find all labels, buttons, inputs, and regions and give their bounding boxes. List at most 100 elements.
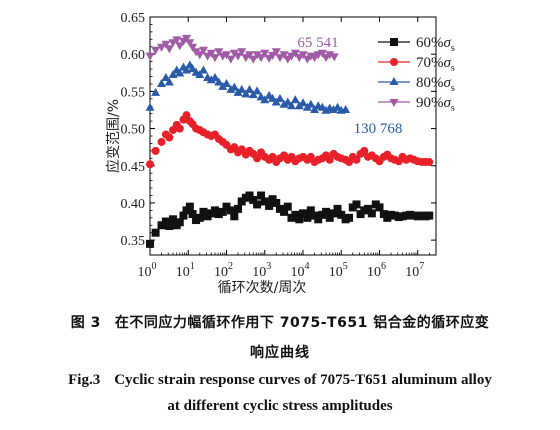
- data-point: [367, 209, 376, 218]
- data-point: [249, 195, 258, 204]
- data-point: [272, 198, 281, 207]
- legend-label: 60%σs: [416, 35, 455, 54]
- data-point: [145, 102, 155, 111]
- data-point: [234, 204, 243, 213]
- data-point: [352, 155, 361, 164]
- data-point: [279, 51, 289, 60]
- data-point: [210, 72, 220, 81]
- caption-en-line-1: Fig.3 Cyclic strain response curves of 70…: [0, 372, 560, 389]
- data-point: [290, 95, 300, 104]
- data-point: [161, 217, 170, 226]
- data-point: [360, 146, 369, 155]
- caption-en-label: Fig.3: [68, 372, 101, 388]
- legend-marker: [389, 77, 399, 85]
- data-point: [329, 209, 338, 218]
- data-point: [286, 101, 296, 110]
- data-point: [303, 213, 312, 222]
- data-point: [230, 212, 239, 221]
- data-point: [325, 213, 334, 222]
- caption-en-text-1: Cyclic strain response curves of 7075-T6…: [114, 372, 492, 388]
- data-point: [337, 210, 346, 219]
- series-4: [145, 34, 339, 64]
- data-point: [161, 72, 171, 81]
- data-point: [253, 154, 262, 163]
- data-point: [146, 160, 154, 169]
- data-point: [280, 207, 289, 216]
- data-point: [175, 42, 185, 51]
- data-point: [181, 34, 191, 43]
- data-point: [151, 146, 160, 155]
- data-point: [157, 221, 166, 230]
- annotation-65541: 65 541: [297, 35, 338, 51]
- data-point: [352, 200, 361, 209]
- data-point: [218, 207, 227, 216]
- data-point: [306, 206, 315, 215]
- data-point: [151, 228, 160, 237]
- data-point: [290, 49, 300, 58]
- caption-cn-label: 图 3: [70, 315, 101, 331]
- data-point: [275, 54, 285, 63]
- data-point: [169, 215, 178, 224]
- data-point: [151, 46, 161, 55]
- data-point: [188, 43, 198, 52]
- x-tick-label: 103: [252, 261, 271, 280]
- data-point: [252, 86, 262, 95]
- y-tick-label: 0.50: [121, 123, 146, 138]
- y-tick-label: 0.40: [121, 197, 146, 212]
- caption-cn-line-1: 图 3 在不同应力幅循环作用下 7075-T651 铝合金的循环应变: [0, 312, 560, 332]
- caption-en-line-2: at different cyclic stress amplitudes: [167, 398, 393, 414]
- x-axis-label: 循环次数/周次: [218, 280, 307, 296]
- data-point: [291, 210, 300, 219]
- data-point: [333, 204, 342, 213]
- data-point: [325, 155, 334, 164]
- data-point: [241, 89, 251, 98]
- data-point: [229, 82, 239, 91]
- data-point: [206, 49, 216, 58]
- data-point: [164, 77, 174, 86]
- legend-marker: [390, 38, 398, 46]
- data-point: [413, 212, 422, 221]
- data-point: [198, 65, 208, 74]
- x-tick-label: 104: [291, 261, 310, 280]
- data-point: [179, 211, 188, 220]
- data-point: [151, 87, 161, 96]
- x-tick-label: 102: [214, 261, 233, 280]
- data-point: [164, 45, 174, 54]
- data-point: [279, 99, 289, 108]
- data-point: [226, 55, 236, 64]
- data-point: [275, 204, 284, 213]
- data-point: [146, 239, 154, 248]
- data-point: [253, 200, 262, 209]
- data-point: [322, 207, 331, 216]
- data-point: [298, 98, 308, 107]
- data-point: [226, 206, 235, 215]
- legend-marker: [390, 58, 398, 66]
- data-point: [222, 51, 232, 60]
- y-tick-label: 0.35: [121, 234, 146, 249]
- data-point: [185, 39, 195, 48]
- y-tick-label: 0.65: [121, 11, 146, 26]
- data-point: [283, 202, 292, 211]
- data-point: [257, 191, 266, 200]
- data-point: [214, 48, 224, 57]
- data-point: [222, 78, 232, 87]
- data-point: [321, 105, 331, 114]
- data-point: [245, 84, 255, 93]
- data-point: [185, 202, 194, 211]
- data-point: [425, 211, 434, 220]
- legend-label: 80%σs: [416, 75, 455, 94]
- data-point: [275, 93, 285, 102]
- data-point: [268, 93, 278, 102]
- data-point: [237, 197, 246, 206]
- data-point: [175, 124, 184, 133]
- series-1: [146, 191, 434, 248]
- y-tick-label: 0.60: [121, 48, 146, 63]
- data-point: [165, 133, 174, 142]
- data-point: [182, 111, 191, 120]
- cyclic-strain-chart: 0.35 0.40 0.45 0.50 0.55 0.60 0.65 100 101 102 103…: [105, 11, 455, 296]
- data-point: [295, 215, 304, 224]
- data-point: [168, 70, 178, 79]
- data-point: [390, 211, 399, 220]
- y-tick-label: 0.55: [121, 85, 146, 100]
